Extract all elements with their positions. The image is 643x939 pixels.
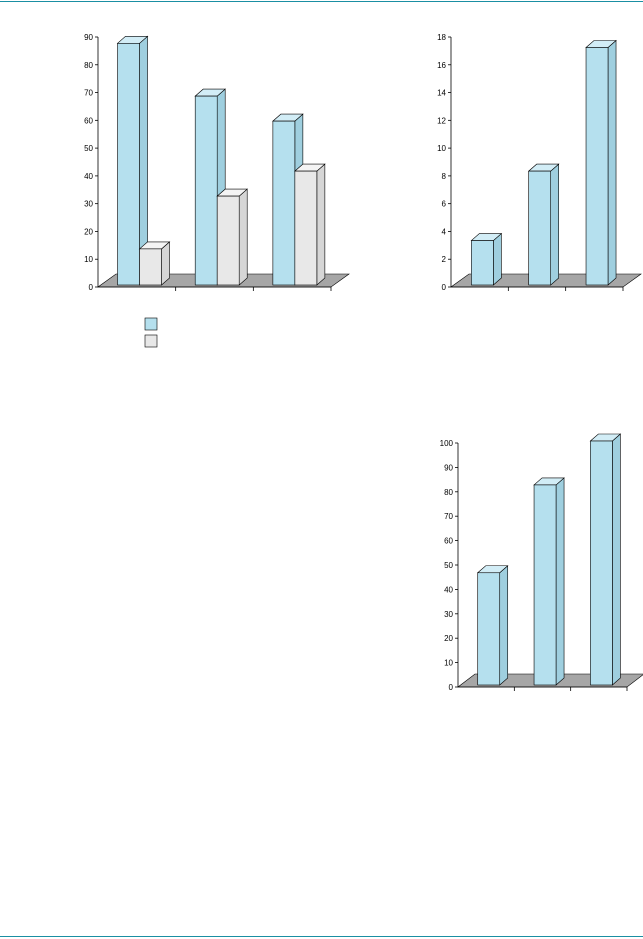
bar-side (499, 565, 509, 686)
y-tick-label: 18 (437, 33, 446, 42)
chart-3: 0 10 20 30 40 50 60 70 80 90 100 (440, 433, 643, 692)
bar (294, 163, 326, 286)
bar-side (493, 232, 502, 286)
bar (116, 35, 149, 286)
y-tick-label: 80 (84, 61, 93, 70)
bar-side (238, 188, 248, 286)
y-tick-label: 14 (437, 89, 446, 98)
y-tick-label: 90 (444, 463, 453, 472)
bar-side (316, 163, 326, 286)
y-tick-label: 70 (84, 89, 93, 98)
legend-swatch (144, 334, 158, 348)
bar-front (477, 572, 501, 686)
bar (533, 477, 565, 686)
y-tick-label: 60 (444, 537, 453, 546)
y-tick-label: 40 (444, 585, 453, 594)
bar (527, 163, 560, 286)
bar-side (550, 163, 560, 286)
bar-front (533, 484, 557, 686)
y-tick-label: 6 (442, 200, 447, 209)
top-rule (0, 1, 643, 2)
bar-side (612, 433, 621, 686)
bar-front (194, 95, 218, 286)
y-tick-label: 16 (437, 61, 446, 70)
chart-1: 0 10 20 30 40 50 60 70 80 90 (84, 33, 350, 292)
bar-front (471, 240, 494, 286)
bottom-rule (0, 936, 643, 937)
y-tick-label: 10 (84, 255, 93, 264)
bar-front (585, 47, 609, 286)
bar (585, 39, 617, 286)
bar (589, 433, 622, 686)
bar (216, 188, 248, 286)
y-tick-label: 70 (444, 512, 453, 521)
y-tick-label: 8 (442, 172, 447, 181)
y-tick-label: 0 (89, 283, 94, 292)
bar-side (161, 241, 170, 286)
y-tick-label: 50 (444, 561, 453, 570)
y-tick-label: 2 (442, 255, 447, 264)
bar (476, 565, 509, 686)
bar-front (216, 195, 240, 286)
y-tick-label: 60 (84, 116, 93, 125)
bar-front (117, 43, 140, 286)
y-tick-label: 0 (449, 683, 454, 692)
y-tick-label: 80 (444, 488, 453, 497)
y-tick-label: 4 (442, 227, 447, 236)
bar-front (590, 440, 613, 686)
y-tick-label: 50 (84, 144, 93, 153)
y-tick-label: 30 (84, 200, 93, 209)
bar-front (294, 170, 318, 286)
y-tick-label: 30 (444, 610, 453, 619)
bar-front (528, 170, 552, 286)
bar-side (555, 477, 565, 686)
legend (144, 317, 158, 348)
y-tick-label: 0 (442, 283, 447, 292)
bar-front (139, 248, 162, 286)
y-tick-label: 10 (444, 659, 453, 668)
y-tick-label: 12 (437, 116, 446, 125)
chart-2: 0 2 4 6 8 10 12 14 16 18 (437, 33, 642, 292)
bar (194, 88, 226, 286)
y-tick-label: 90 (84, 33, 93, 42)
y-tick-label: 100 (440, 439, 454, 448)
y-tick-label: 20 (444, 634, 453, 643)
y-tick-label: 20 (84, 227, 93, 236)
y-tick-label: 10 (437, 144, 446, 153)
bar (470, 232, 503, 286)
legend-swatch (144, 317, 158, 331)
bar (138, 241, 171, 286)
bar-side (607, 39, 617, 286)
bar-front (272, 120, 296, 286)
y-tick-label: 40 (84, 172, 93, 181)
